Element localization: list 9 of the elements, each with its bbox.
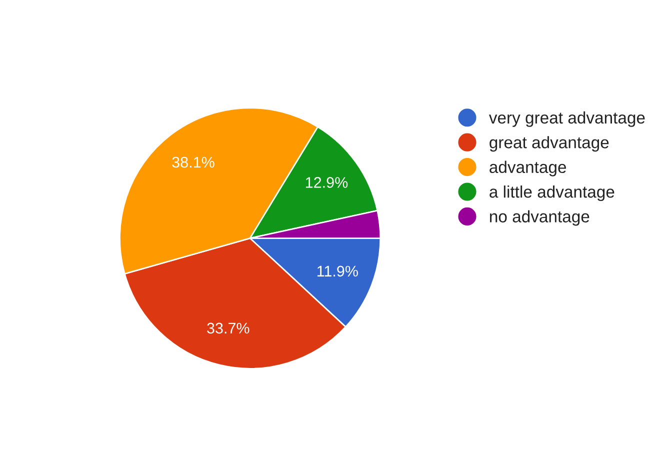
legend-label: advantage — [490, 160, 566, 176]
data-label: 12.9% — [306, 177, 348, 188]
legend-label: a little advantage — [490, 186, 614, 202]
legend-label: great advantage — [490, 136, 609, 152]
data-label: 11.9% — [317, 266, 358, 277]
data-label: 38.1% — [172, 156, 214, 168]
legend-label: no advantage — [490, 210, 590, 226]
data-label: 33.7% — [207, 322, 250, 334]
legend-label: very great advantage — [488, 111, 645, 127]
